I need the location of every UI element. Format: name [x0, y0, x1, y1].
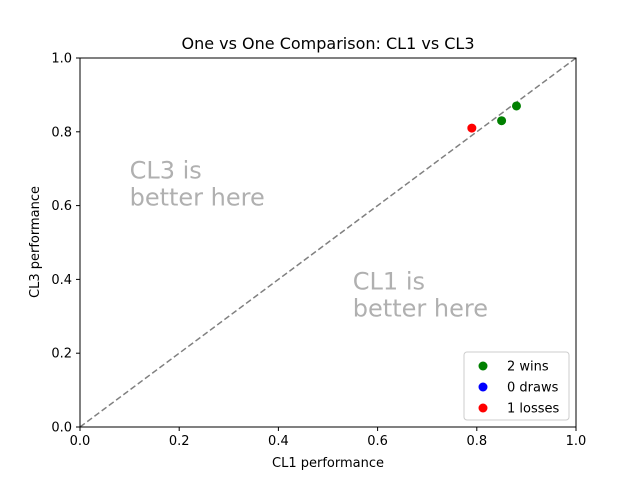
x-tick-label: 0.4 — [268, 434, 289, 449]
legend-entry-label: 1 losses — [507, 402, 560, 417]
legend-box — [463, 351, 570, 421]
scatter-point — [467, 123, 477, 133]
x-tick-label: 0.6 — [367, 434, 388, 449]
legend-marker — [478, 382, 488, 392]
chart-title: One vs One Comparison: CL1 vs CL3 — [182, 34, 475, 53]
legend-marker — [478, 361, 488, 371]
legend-entry-label: 2 wins — [507, 360, 549, 375]
region-annotation-line: better here — [130, 184, 265, 212]
y-axis-ticks: 0.0 0.2 0.4 0.6 0.8 1.0 — [51, 52, 80, 436]
x-tick-label: 0.0 — [70, 434, 91, 449]
y-tick-label: 0.0 — [51, 421, 72, 436]
y-tick-label: 1.0 — [51, 52, 72, 67]
y-tick-label: 0.2 — [51, 347, 72, 362]
legend: 2 wins 0 draws 1 losses — [463, 351, 570, 421]
scatter-point — [497, 116, 507, 126]
legend-entry-label: 0 draws — [507, 381, 559, 396]
x-tick-label: 1.0 — [566, 434, 587, 449]
diagonal-reference-line — [79, 57, 577, 428]
x-axis-ticks: 0.0 0.2 0.4 0.6 0.8 1.0 — [70, 427, 587, 449]
x-tick-label: 0.2 — [169, 434, 190, 449]
x-tick-label: 0.8 — [466, 434, 487, 449]
region-annotation-line: CL3 is — [130, 157, 202, 185]
x-axis-label: CL1 performance — [272, 456, 384, 471]
region-annotation-line: CL1 is — [353, 267, 425, 295]
region-annotation-line: better here — [353, 294, 488, 322]
legend-marker — [478, 403, 488, 413]
data-points — [467, 101, 521, 133]
y-axis-label: CL3 performance — [28, 186, 43, 298]
y-tick-label: 0.6 — [51, 199, 72, 214]
plot-frame — [79, 57, 577, 428]
scatter-point — [511, 101, 521, 111]
y-tick-label: 0.4 — [51, 273, 72, 288]
y-tick-label: 0.8 — [51, 125, 72, 140]
